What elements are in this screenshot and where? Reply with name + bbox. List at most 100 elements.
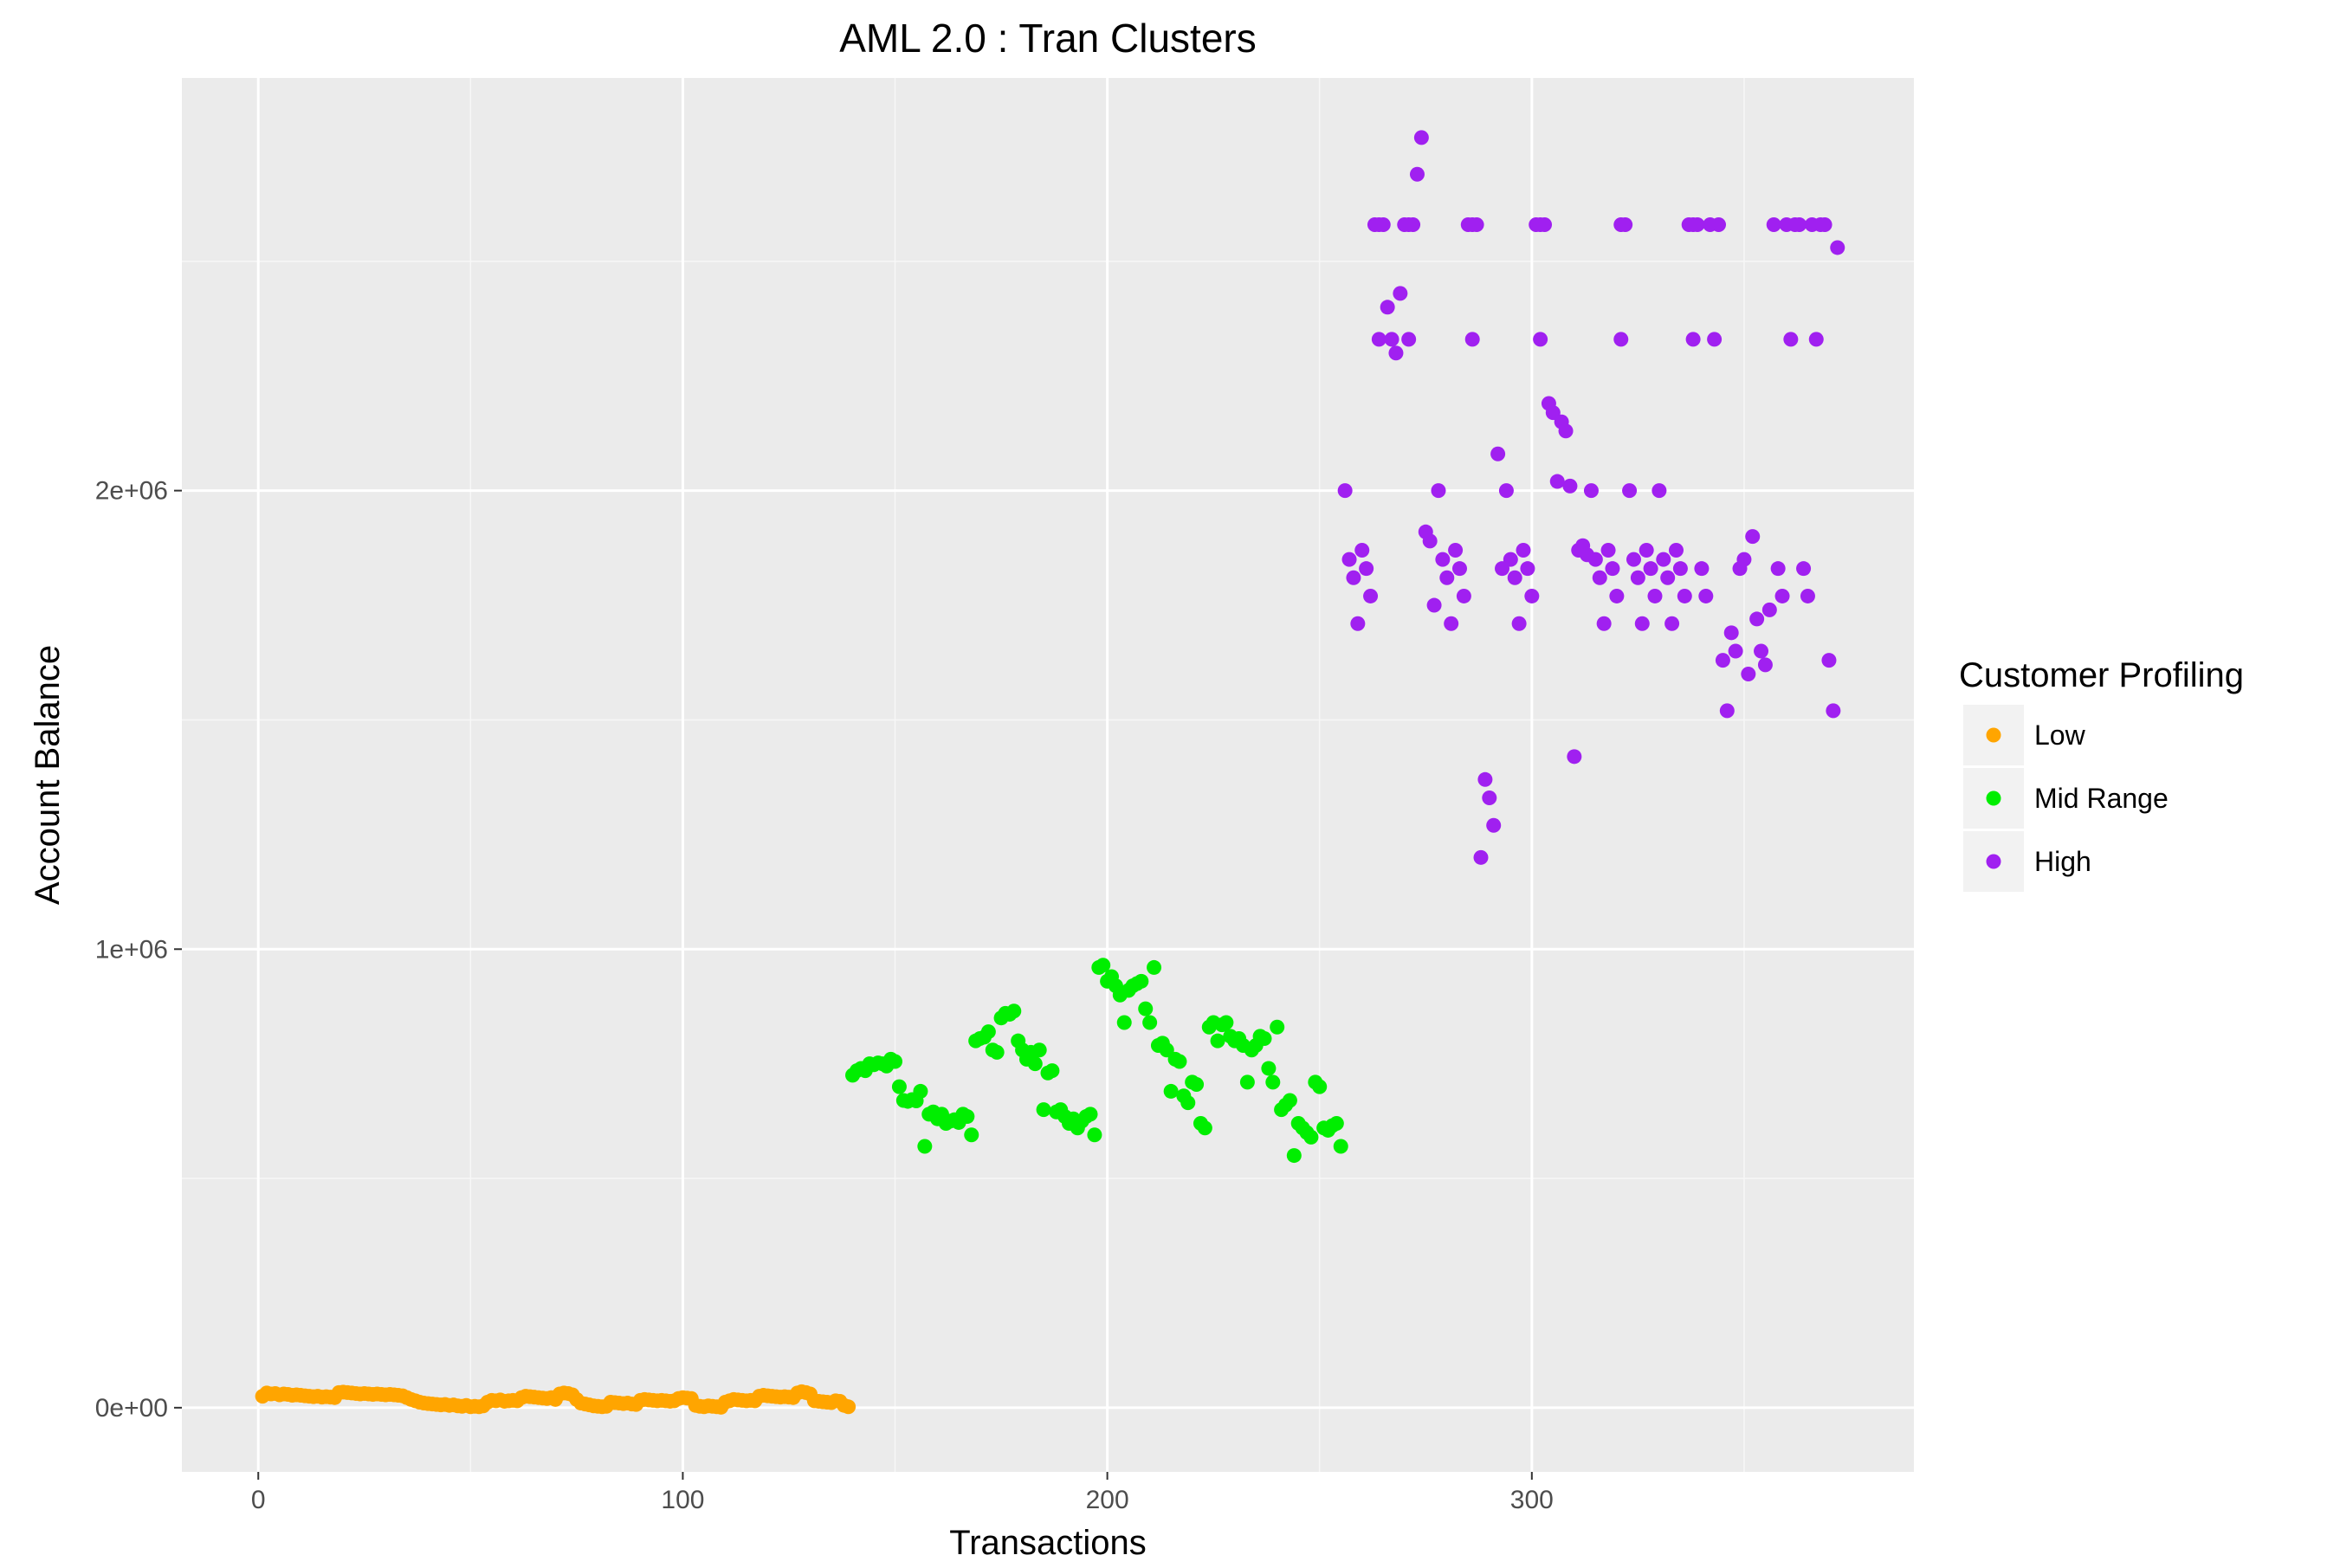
legend-label-high: High [2034, 846, 2091, 877]
point-high [1592, 570, 1607, 585]
point-high [1664, 616, 1680, 631]
point-mid-range [1303, 1129, 1319, 1145]
point-high [1596, 616, 1612, 631]
point-high [1533, 332, 1548, 347]
point-mid-range [1239, 1074, 1255, 1090]
minor-grid [182, 78, 1914, 1472]
point-high [1800, 588, 1815, 603]
y-tick-label: 0e+00 [95, 1394, 168, 1423]
point-high [1711, 216, 1727, 232]
y-axis: 0e+00 1e+06 2e+06 [95, 477, 182, 1423]
point-high [1830, 240, 1845, 255]
point-high [1422, 533, 1438, 549]
x-tick-label: 100 [661, 1486, 704, 1514]
point-mid-range [1257, 1031, 1272, 1047]
point-mid-range [1138, 1001, 1154, 1016]
point-high [1337, 483, 1353, 499]
point-high [1707, 332, 1723, 347]
point-high [1482, 790, 1497, 805]
legend-label-low: Low [2034, 719, 2086, 751]
point-high [1672, 561, 1688, 577]
y-tick-label: 1e+06 [95, 935, 168, 964]
point-high [1761, 602, 1777, 617]
point-high [1503, 552, 1518, 567]
legend-item-low: Low [1963, 705, 2086, 765]
point-high [1741, 666, 1756, 681]
point-mid-range [1083, 1107, 1098, 1122]
point-high [1583, 483, 1599, 499]
point-mid-range [1180, 1095, 1196, 1111]
point-high [1375, 216, 1391, 232]
point-mid-range [960, 1109, 975, 1125]
point-high [1464, 332, 1480, 347]
point-mid-range [980, 1024, 996, 1040]
point-mid-range [1163, 1083, 1179, 1099]
point-high [1685, 332, 1701, 347]
point-mid-range [1328, 1116, 1344, 1131]
point-high [1766, 216, 1781, 232]
point-mid-range [917, 1139, 933, 1154]
point-high [1473, 849, 1489, 865]
point-high [1723, 625, 1739, 641]
point-high [1490, 446, 1506, 461]
point-high [1690, 216, 1705, 232]
legend-items: Low Mid Range High [1963, 705, 2169, 892]
point-high [1426, 597, 1442, 613]
point-high [1456, 588, 1471, 603]
point-high [1715, 653, 1730, 668]
point-high [1728, 643, 1743, 659]
legend-label-mid-range: Mid Range [2034, 783, 2169, 814]
point-mid-range [1265, 1074, 1281, 1090]
point-mid-range [1218, 1015, 1234, 1030]
point-mid-range [1087, 1127, 1102, 1143]
point-mid-range [1134, 973, 1149, 989]
point-high [1677, 588, 1692, 603]
point-high [1359, 561, 1374, 577]
point-high [1520, 561, 1535, 577]
point-high [1757, 657, 1773, 673]
point-high [1354, 542, 1370, 558]
point-high [1826, 703, 1841, 719]
point-mid-range [888, 1054, 903, 1069]
point-high [1448, 542, 1464, 558]
point-high [1562, 478, 1578, 494]
point-high [1477, 771, 1493, 787]
point-mid-range [1261, 1061, 1277, 1076]
point-mid-range [1189, 1076, 1205, 1092]
point-high [1516, 542, 1531, 558]
point-high [1719, 703, 1735, 719]
point-high [1754, 643, 1769, 659]
point-high [1630, 570, 1645, 585]
point-high [1451, 561, 1467, 577]
point-high [1770, 561, 1786, 577]
point-high [1393, 286, 1408, 301]
point-high [1341, 552, 1357, 567]
point-high [1346, 570, 1361, 585]
point-mid-range [1027, 1056, 1043, 1072]
point-high [1486, 817, 1502, 833]
legend-swatch-low [1986, 727, 2001, 743]
point-high [1511, 616, 1527, 631]
point-mid-range [1282, 1093, 1297, 1108]
point-mid-range [1147, 959, 1162, 975]
point-high [1792, 216, 1807, 232]
major-grid [182, 78, 1914, 1472]
point-high [1435, 552, 1451, 567]
point-high [1736, 552, 1752, 567]
point-high [1817, 216, 1833, 232]
point-mid-range [1210, 1033, 1225, 1049]
series-low [255, 1384, 856, 1415]
point-mid-range [1197, 1120, 1212, 1136]
point-high [1698, 588, 1714, 603]
point-high [1558, 423, 1574, 439]
point-high [1783, 332, 1799, 347]
y-axis-title: Account Balance [29, 645, 67, 905]
x-axis-title: Transactions [949, 1524, 1147, 1562]
point-high [1660, 570, 1676, 585]
point-high [1388, 345, 1404, 361]
point-high [1406, 216, 1421, 232]
point-high [1796, 561, 1812, 577]
series-mid-range [845, 958, 1348, 1164]
point-mid-range [989, 1044, 1005, 1060]
point-high [1371, 332, 1387, 347]
